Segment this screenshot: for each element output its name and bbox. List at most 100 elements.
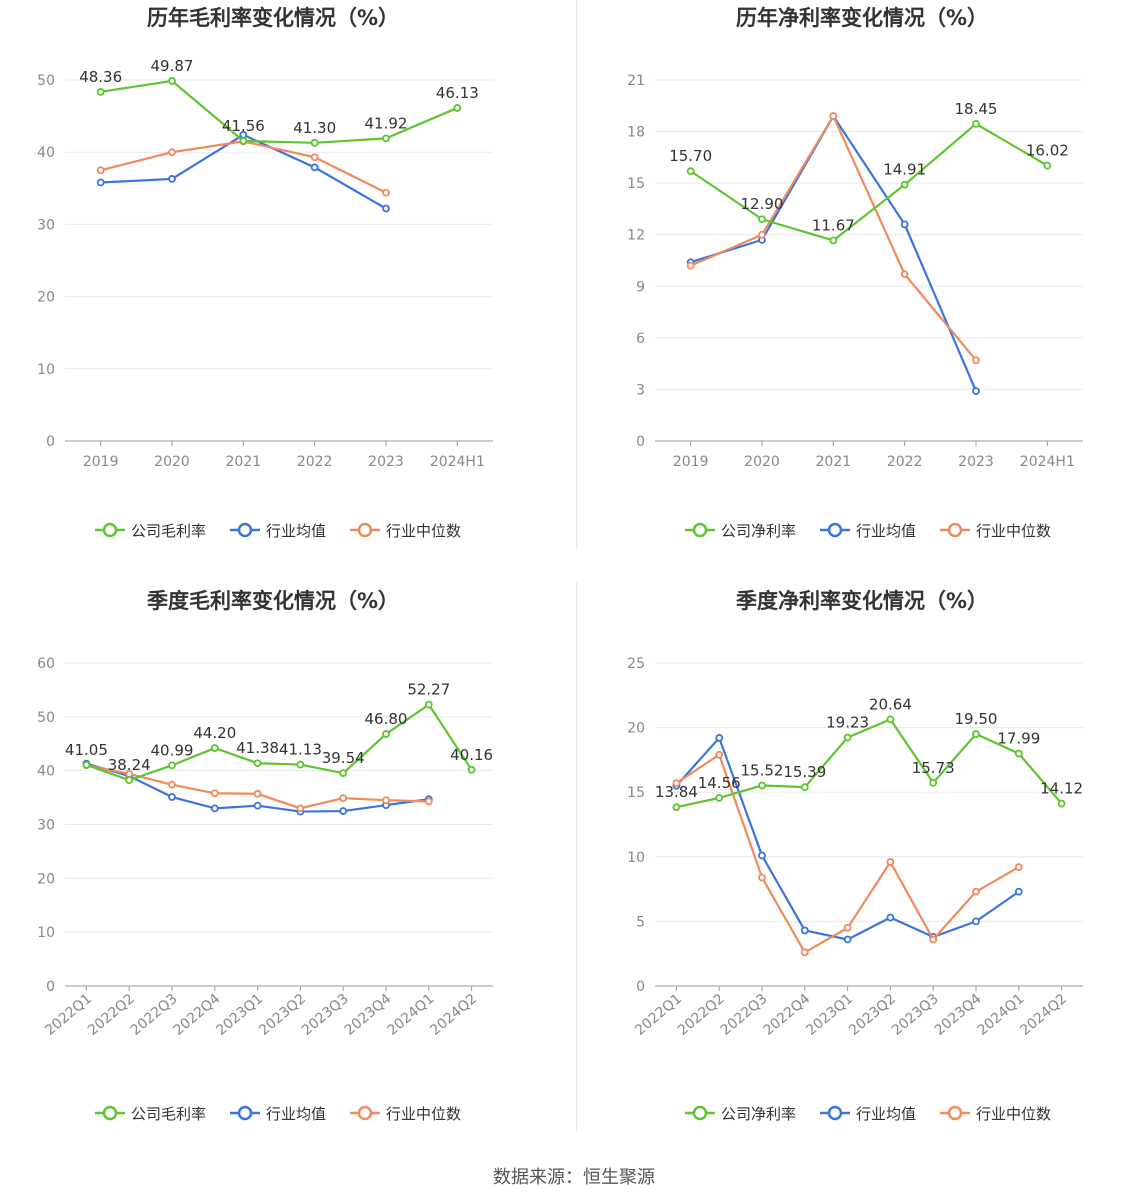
data-point-median: [886, 858, 895, 866]
data-point-company: [210, 744, 219, 752]
data-point-median: [424, 797, 433, 806]
data-label: 40.16: [450, 746, 493, 764]
data-point-avg: [168, 793, 176, 801]
data-label: 39.54: [322, 749, 365, 767]
x-tick-label: 2022: [297, 454, 333, 470]
data-point-avg: [96, 178, 105, 187]
chart-title: 季度毛利率变化情况（%）: [147, 589, 399, 613]
legend-marker-median: [357, 1105, 373, 1121]
data-label: 15.39: [783, 763, 826, 781]
x-tick-label: 2024Q2: [1017, 991, 1070, 1039]
y-tick-label: 21: [627, 73, 645, 89]
data-point-median: [210, 789, 219, 798]
data-point-avg: [715, 734, 724, 742]
y-tick-label: 9: [636, 279, 645, 295]
data-point-median: [758, 873, 766, 882]
legend-marker-company: [102, 1105, 118, 1121]
x-tick-label: 2021: [816, 454, 852, 470]
data-point-company: [829, 236, 838, 245]
x-tick-label: 2024Q2: [427, 991, 480, 1039]
y-tick-label: 60: [37, 656, 55, 672]
data-point-avg: [800, 926, 809, 935]
data-label: 52.27: [407, 681, 450, 699]
x-tick-label: 2021: [226, 454, 262, 470]
legend-item-company: 公司毛利率: [131, 522, 206, 540]
data-label: 15.52: [741, 761, 784, 779]
data-point-avg: [758, 851, 766, 860]
data-label: 40.99: [151, 741, 194, 759]
x-tick-label: 2023Q3: [889, 991, 942, 1039]
data-point-avg: [1014, 887, 1023, 896]
data-point-avg: [310, 163, 319, 172]
legend-marker-avg: [827, 1105, 843, 1121]
legend-item-avg: 行业均值: [856, 1105, 916, 1123]
data-point-company: [168, 77, 176, 85]
x-tick-label: 2022Q1: [632, 991, 685, 1039]
legend-item-avg: 行业均值: [856, 522, 916, 540]
data-point-company: [758, 215, 766, 224]
legend-marker-avg: [827, 522, 843, 538]
data-point-company: [1057, 799, 1066, 808]
legend-item-company: 公司净利率: [721, 522, 796, 540]
data-label: 19.50: [955, 710, 998, 728]
y-tick-label: 0: [636, 979, 645, 995]
data-point-company: [686, 167, 695, 176]
data-label: 15.70: [669, 147, 712, 165]
data-point-avg: [900, 220, 909, 229]
data-label: 13.84: [655, 783, 698, 801]
data-label: 14.12: [1040, 780, 1083, 798]
y-tick-label: 40: [37, 764, 55, 780]
data-point-median: [686, 261, 695, 270]
data-point-median: [1014, 863, 1023, 872]
data-label: 41.92: [365, 114, 408, 132]
y-tick-label: 0: [636, 434, 645, 450]
data-point-median: [843, 923, 852, 932]
legend-marker-avg: [237, 1105, 253, 1121]
x-tick-label: 2023: [368, 454, 404, 470]
legend-item-median: 行业中位数: [976, 1105, 1051, 1123]
data-point-company: [467, 765, 476, 774]
data-point-company: [339, 769, 348, 778]
legend-marker-median: [357, 522, 373, 538]
x-tick-label: 2022Q2: [675, 991, 728, 1039]
legend-marker-median: [947, 1105, 963, 1121]
data-point-company: [382, 134, 390, 143]
data-label: 12.90: [741, 195, 784, 213]
y-tick-label: 6: [636, 331, 645, 347]
data-label: 46.13: [436, 84, 479, 102]
data-point-company: [296, 760, 305, 769]
series-line-company: [676, 718, 1063, 809]
legend-item-company: 公司净利率: [721, 1105, 796, 1123]
data-label: 18.45: [955, 100, 998, 118]
data-label: 20.64: [869, 695, 912, 713]
data-point-median: [253, 789, 262, 798]
data-point-median: [672, 779, 681, 788]
y-tick-label: 10: [37, 925, 55, 941]
data-label: 48.36: [79, 68, 122, 86]
data-point-median: [310, 153, 319, 162]
data-label: 38.24: [108, 756, 151, 774]
x-tick-label: 2023Q2: [846, 991, 899, 1039]
data-point-avg: [339, 807, 348, 815]
data-label: 41.30: [293, 119, 336, 137]
x-tick-label: 2019: [83, 454, 119, 470]
data-point-company: [972, 119, 980, 128]
data-point-avg: [972, 387, 980, 396]
x-tick-label: 2024H1: [1020, 454, 1075, 470]
x-tick-label: 2022Q2: [85, 991, 138, 1039]
data-label: 14.91: [883, 161, 926, 179]
x-tick-label: 2023Q4: [932, 991, 985, 1039]
data-label: 14.56: [698, 774, 741, 792]
legend-marker-median: [947, 522, 963, 538]
y-tick-label: 25: [627, 656, 645, 672]
series-line-company: [86, 703, 473, 782]
x-tick-label: 2023Q2: [256, 991, 309, 1039]
data-point-company: [96, 87, 105, 96]
x-tick-label: 2023Q3: [299, 991, 352, 1039]
data-point-avg: [210, 804, 219, 813]
chart-title: 历年净利率变化情况（%）: [736, 6, 988, 30]
data-label: 41.05: [65, 741, 108, 759]
series-line-avg: [690, 114, 978, 392]
y-tick-label: 30: [37, 217, 55, 233]
